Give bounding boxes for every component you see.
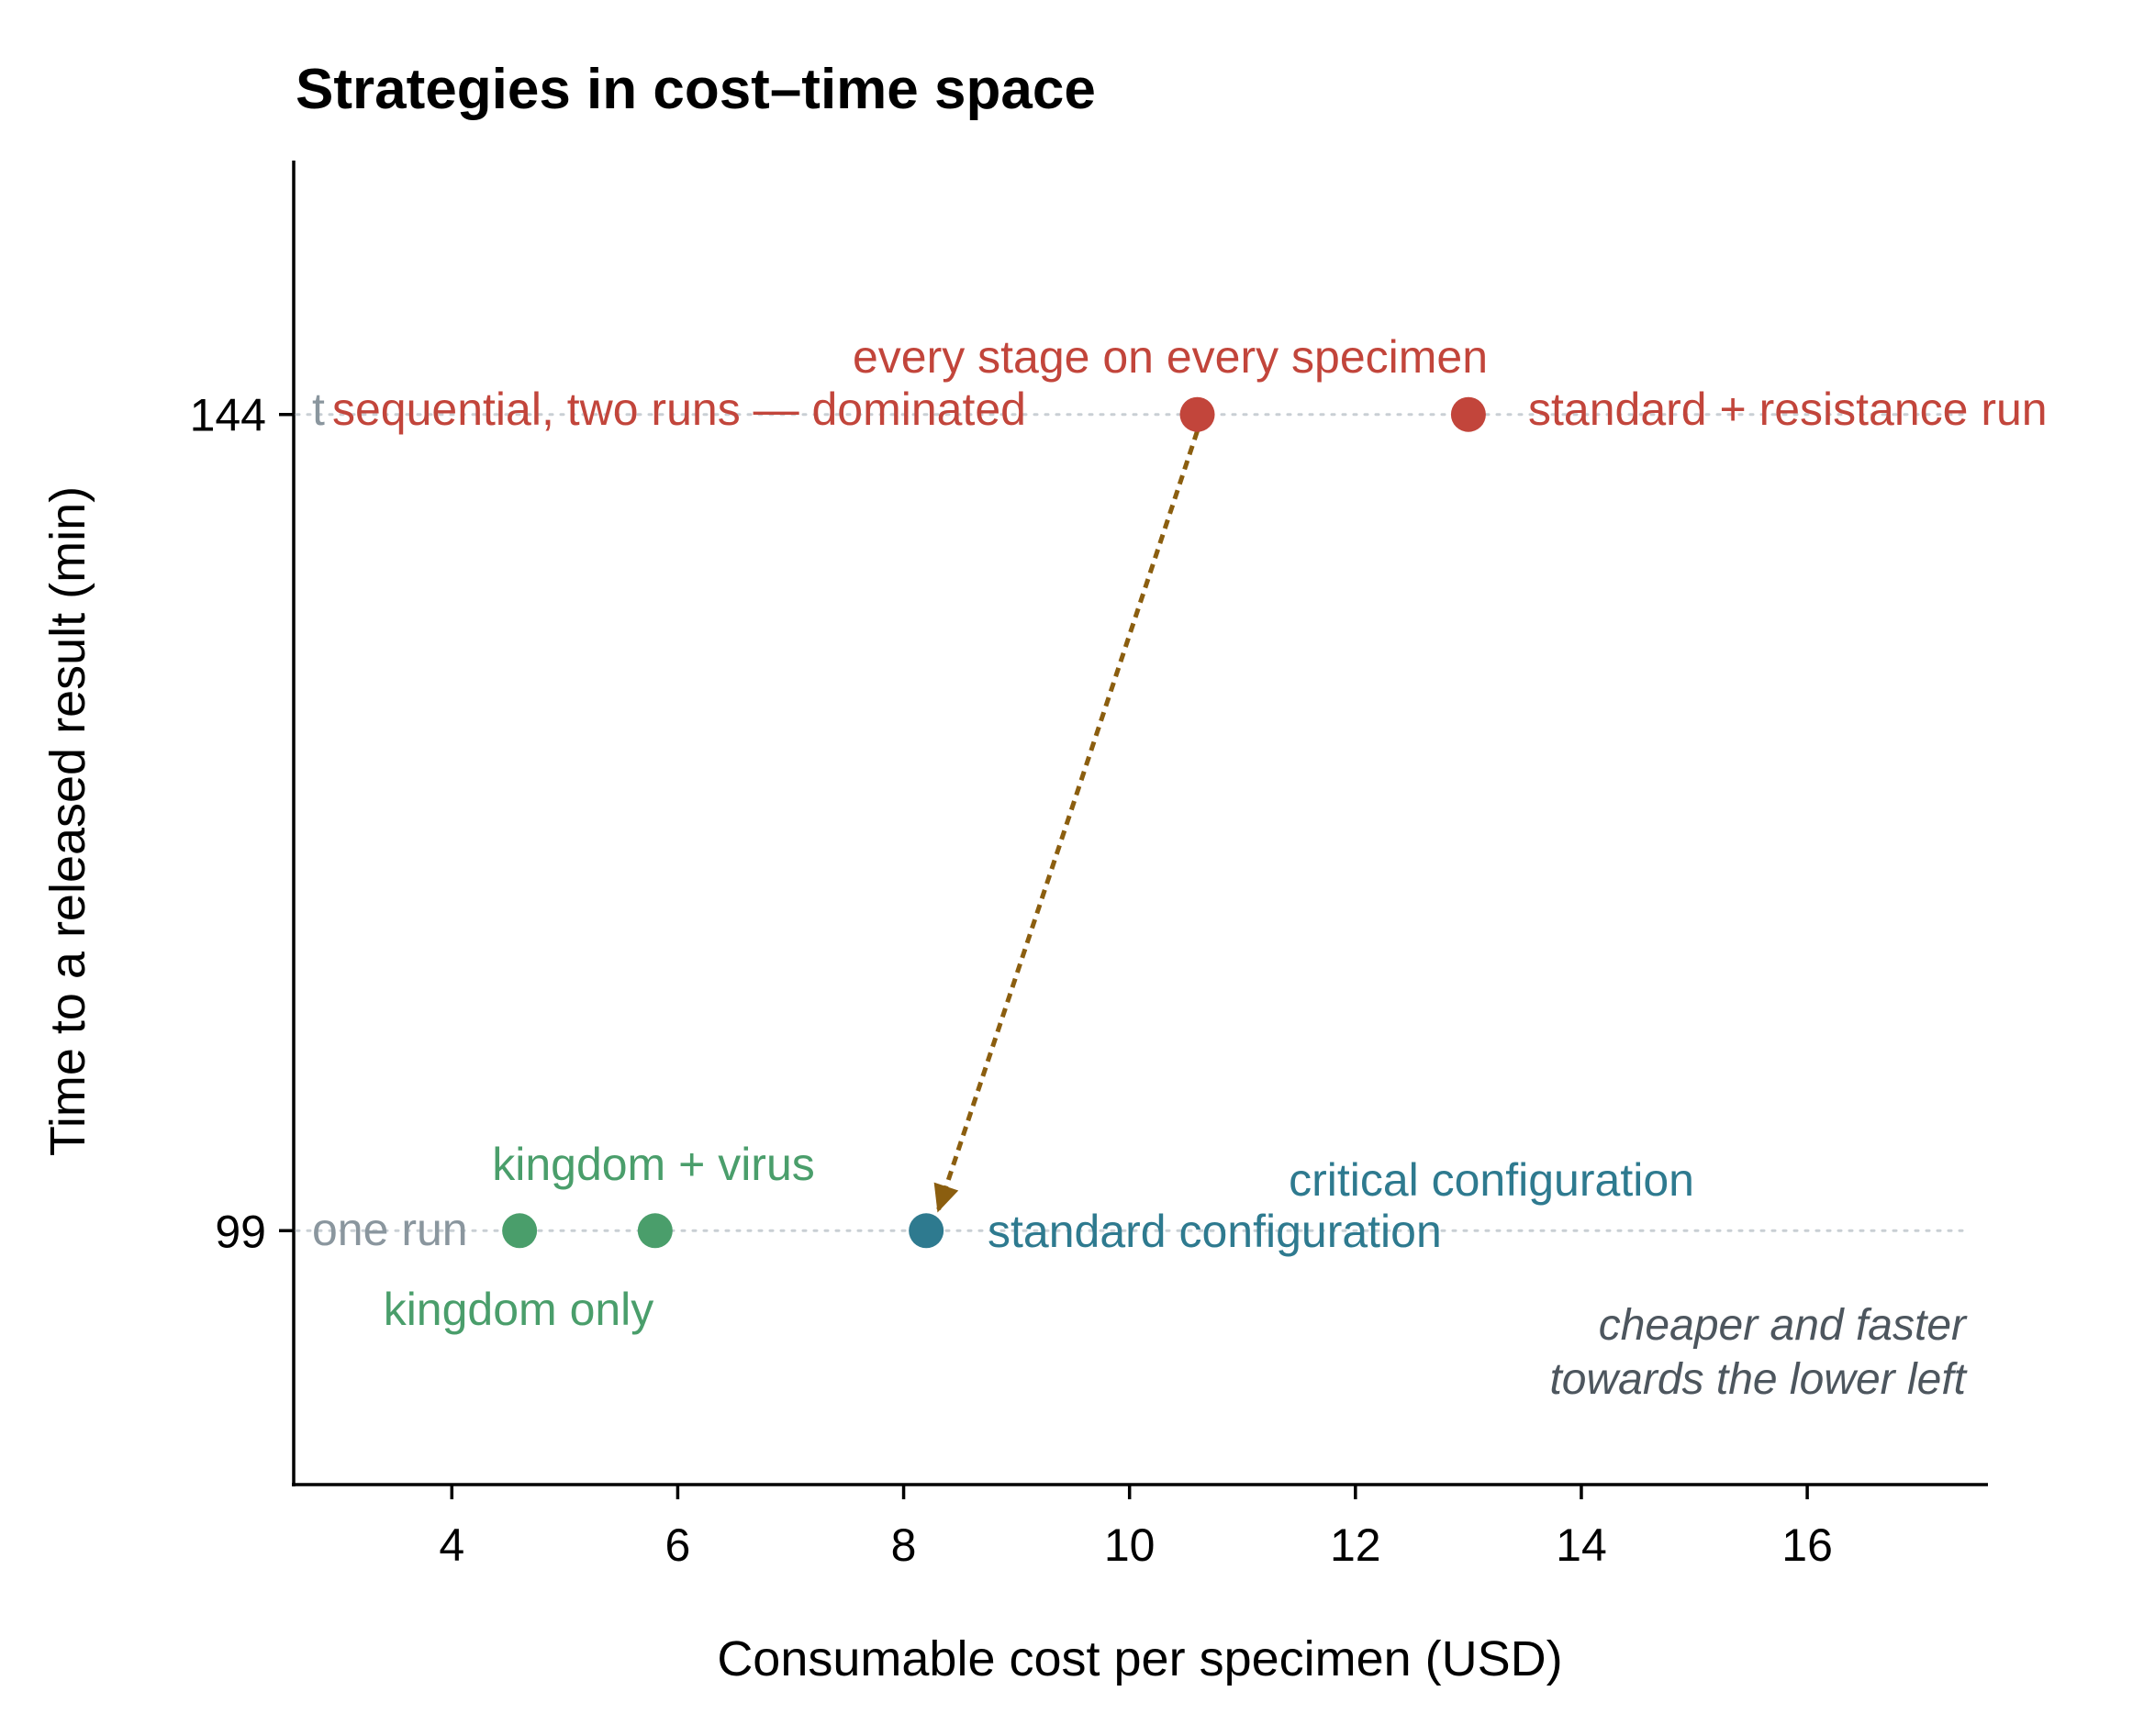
data-point-2	[909, 1213, 944, 1249]
reference-lines	[295, 413, 1967, 1232]
x-tick-label: 12	[1330, 1519, 1381, 1571]
x-tick-label: 14	[1556, 1519, 1607, 1571]
y-tick-label: 144	[190, 390, 266, 441]
arrow-head	[933, 1182, 959, 1213]
data-point-4	[1450, 396, 1486, 432]
data-points	[502, 396, 1486, 1249]
label-sequential-dominated: sequential, two runs — dominated	[332, 384, 1026, 435]
annotation-line-1: cheaper and faster	[1599, 1301, 1968, 1350]
data-point-1	[637, 1213, 673, 1249]
arrow-layer	[933, 429, 1200, 1214]
row-label-top: t	[312, 384, 325, 435]
x-tick-label: 10	[1104, 1519, 1156, 1571]
y-tick-label: 99	[215, 1206, 266, 1257]
y-axis-title: Time to a released result (min)	[40, 486, 95, 1156]
data-point-3	[1179, 396, 1215, 432]
annotation-line-2: towards the lower left	[1549, 1355, 1967, 1404]
arrow-shaft	[935, 429, 1200, 1214]
x-tick-label: 6	[665, 1519, 691, 1571]
x-tick-label: 4	[439, 1519, 464, 1571]
y-axis-ticks: 99 144	[190, 390, 294, 1257]
row-label-bottom: one run	[312, 1204, 468, 1255]
label-standard-configuration: standard configuration	[988, 1206, 1442, 1257]
label-kingdom-only: kingdom only	[384, 1284, 654, 1335]
label-kingdom-virus: kingdom + virus	[492, 1139, 815, 1190]
chart-title: Strategies in cost–time space	[296, 58, 1096, 121]
data-point-0	[502, 1213, 538, 1249]
x-axis-title: Consumable cost per specimen (USD)	[717, 1631, 1562, 1686]
x-axis-ticks: 4 6 8 10 12 14 16	[439, 1485, 1833, 1571]
label-every-stage: every stage on every specimen	[853, 331, 1488, 383]
x-tick-label: 8	[891, 1519, 917, 1571]
x-tick-label: 16	[1781, 1519, 1833, 1571]
label-standard-resistance: standard + resistance run	[1528, 384, 2048, 435]
label-critical-configuration: critical configuration	[1289, 1154, 1694, 1206]
